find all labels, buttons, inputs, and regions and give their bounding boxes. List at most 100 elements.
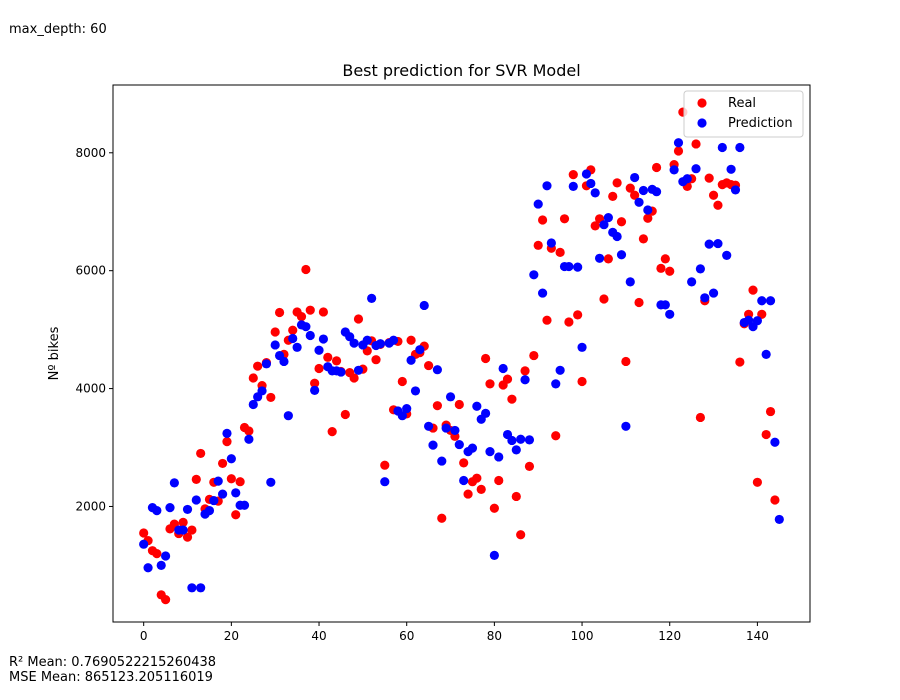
prediction-point [621, 421, 631, 431]
prediction-point [388, 335, 399, 345]
y-axis-label: Nº bikes [47, 326, 62, 380]
prediction-point [638, 185, 649, 196]
real-point [708, 190, 719, 200]
prediction-point [345, 332, 355, 342]
real-point [296, 312, 307, 322]
prediction-point [217, 489, 228, 499]
prediction-point [437, 456, 447, 466]
mse-mean-text: MSE Mean: 865123.205116019 [9, 670, 213, 685]
prediction-point [169, 478, 179, 488]
real-point [454, 399, 464, 410]
prediction-point [481, 408, 491, 418]
real-point [305, 305, 315, 315]
prediction-point [700, 293, 710, 303]
real-point [616, 217, 627, 227]
real-point [178, 517, 188, 527]
x-tick-label: 100 [571, 629, 594, 643]
prediction-point [283, 411, 293, 421]
real-point [472, 473, 482, 483]
prediction-point [472, 401, 482, 411]
real-point [187, 525, 197, 535]
prediction-point [765, 296, 776, 306]
prediction-point [529, 270, 539, 280]
real-point [603, 254, 613, 264]
real-point [235, 477, 245, 487]
y-tick-label: 4000 [75, 382, 106, 396]
legend-marker-prediction [697, 118, 707, 128]
plot-frame [112, 84, 811, 623]
prediction-point [222, 428, 232, 438]
prediction-point [687, 277, 697, 287]
real-point [765, 406, 776, 417]
real-point [371, 355, 381, 365]
prediction-point [568, 181, 578, 191]
x-tick-label: 120 [658, 629, 681, 643]
prediction-point [432, 365, 442, 375]
prediction-point [380, 477, 390, 487]
real-point [397, 376, 407, 387]
prediction-point [336, 367, 346, 377]
real-point [459, 458, 469, 468]
prediction-point [542, 181, 552, 191]
prediction-point [625, 277, 635, 287]
real-point [660, 254, 670, 264]
real-point [331, 356, 342, 366]
prediction-point [489, 550, 499, 560]
prediction-point [516, 434, 526, 444]
prediction-point [752, 316, 762, 326]
prediction-point [594, 253, 605, 263]
prediction-point [603, 213, 613, 223]
prediction-point [660, 300, 670, 310]
prediction-point [616, 250, 627, 260]
real-point [770, 495, 780, 505]
real-point [432, 401, 442, 411]
prediction-point [318, 334, 329, 344]
real-point [748, 285, 758, 295]
real-point [608, 191, 618, 202]
prediction-point [511, 445, 521, 455]
prediction-point [288, 333, 298, 344]
prediction-point [248, 399, 258, 410]
prediction-point [279, 356, 289, 367]
prediction-point [708, 288, 719, 298]
prediction-point [577, 342, 587, 352]
prediction-point [551, 379, 561, 389]
real-point [380, 460, 390, 470]
prediction-point [494, 452, 504, 462]
prediction-point [498, 363, 508, 374]
prediction-point [630, 172, 640, 183]
prediction-point [152, 505, 162, 516]
real-point [665, 266, 675, 276]
real-point [217, 458, 228, 469]
legend-label-real: Real [728, 96, 756, 111]
prediction-point [533, 199, 543, 209]
real-point [424, 360, 434, 371]
prediction-point [520, 375, 530, 385]
real-point [621, 356, 631, 367]
real-point [152, 549, 162, 559]
prediction-point [424, 421, 434, 431]
prediction-point [182, 504, 193, 515]
real-point [713, 200, 723, 210]
prediction-point [770, 437, 780, 447]
real-point [301, 264, 311, 275]
real-point [226, 474, 236, 484]
real-point [625, 183, 635, 193]
real-point [542, 315, 552, 325]
y-axis-ticks: 2000 4000 6000 8000 [75, 146, 113, 513]
real-point [577, 376, 587, 387]
prediction-point [713, 238, 723, 249]
real-point [511, 491, 521, 502]
real-point [485, 379, 495, 389]
prediction-point [757, 296, 767, 306]
x-tick-label: 40 [311, 629, 326, 643]
legend-label-prediction: Prediction [728, 116, 793, 131]
real-point [349, 373, 359, 383]
prediction-point [415, 345, 425, 355]
real-point [735, 357, 745, 367]
prediction-point [156, 560, 166, 571]
real-point [537, 215, 548, 225]
real-point [638, 234, 649, 244]
metrics-footer: R² Mean: 0.7690522215260438 MSE Mean: 86… [9, 655, 216, 685]
